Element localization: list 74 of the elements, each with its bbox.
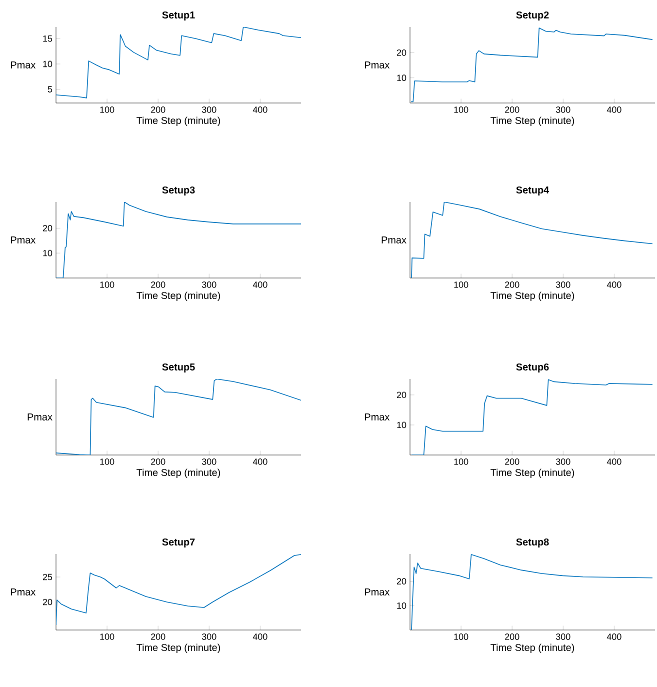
x-tick-label: 300 — [556, 106, 570, 113]
y-tick-label: 10 — [397, 422, 406, 428]
chart-title: Setup5 — [162, 363, 195, 372]
x-tick-label: 200 — [151, 634, 166, 640]
x-tick-label: 400 — [606, 458, 622, 465]
x-axis-title: Time Step (minute) — [136, 644, 220, 653]
y-tick-label: 10 — [43, 60, 52, 68]
line-series — [411, 379, 653, 455]
x-tick-label: 300 — [202, 458, 216, 465]
x-axis-title: Time Step (minute) — [136, 116, 220, 126]
y-axis-title: Pmax — [11, 236, 36, 244]
x-axis-title: Time Step (minute) — [136, 468, 220, 478]
line-series — [411, 554, 653, 630]
x-tick-label: 100 — [454, 634, 468, 640]
x-axis-title: Time Step (minute) — [490, 116, 574, 126]
y-tick-label: 20 — [396, 578, 406, 584]
y-tick-label: 5 — [48, 86, 52, 92]
x-tick-label: 300 — [202, 106, 216, 113]
x-tick-label: 100 — [454, 282, 468, 288]
y-tick-label: 25 — [42, 574, 52, 580]
x-tick-label: 200 — [505, 106, 520, 113]
chart-title: Setup8 — [516, 538, 549, 548]
chart-title: Setup7 — [162, 538, 195, 548]
line-series — [56, 554, 302, 626]
x-tick-label: 100 — [100, 634, 114, 640]
x-tick-label: 100 — [454, 106, 468, 113]
x-tick-label: 300 — [556, 458, 570, 465]
x-tick-label: 100 — [100, 106, 114, 113]
chart-title: Setup2 — [516, 11, 549, 20]
x-tick-label: 300 — [202, 282, 216, 288]
x-axis-title: Time Step (minute) — [490, 292, 574, 301]
y-tick-label: 20 — [396, 392, 406, 398]
y-tick-label: 20 — [42, 224, 52, 232]
x-axis-title: Time Step (minute) — [136, 292, 220, 301]
x-tick-label: 200 — [151, 458, 166, 465]
x-tick-label: 400 — [606, 634, 622, 640]
y-axis-title: Pmax — [365, 62, 390, 68]
y-axis-title: Pmax — [382, 236, 406, 244]
y-tick-label: 15 — [43, 36, 52, 42]
chart-title: Setup1 — [162, 11, 195, 20]
x-tick-label: 200 — [505, 458, 520, 465]
x-tick-label: 100 — [454, 458, 468, 465]
y-tick-label: 10 — [397, 74, 406, 82]
y-axis-title: Pmax — [11, 62, 36, 68]
x-tick-label: 200 — [505, 634, 520, 640]
y-axis-title: Pmax — [365, 588, 390, 596]
chart-title: Setup3 — [162, 186, 195, 196]
x-tick-label: 400 — [252, 282, 268, 288]
x-tick-label: 400 — [606, 106, 622, 113]
chart-title: Setup6 — [516, 363, 549, 372]
x-tick-label: 300 — [556, 282, 570, 288]
y-axis-title: Pmax — [28, 414, 52, 420]
x-tick-label: 300 — [202, 634, 216, 640]
x-tick-label: 400 — [252, 634, 268, 640]
x-tick-label: 400 — [252, 106, 268, 113]
chart-title: Setup4 — [516, 186, 550, 196]
x-tick-label: 200 — [151, 282, 166, 288]
x-tick-label: 400 — [606, 282, 622, 288]
x-tick-label: 100 — [100, 458, 114, 465]
line-series — [410, 28, 653, 102]
x-tick-label: 400 — [252, 458, 268, 465]
x-tick-label: 300 — [556, 634, 570, 640]
x-tick-label: 100 — [100, 282, 114, 288]
x-axis-title: Time Step (minute) — [490, 644, 574, 654]
x-tick-label: 200 — [151, 106, 166, 113]
x-axis-title: Time Step (minute) — [490, 468, 574, 478]
line-series — [56, 26, 302, 98]
y-tick-label: 10 — [397, 602, 406, 609]
y-tick-label: 20 — [42, 598, 52, 606]
y-tick-label: 20 — [396, 49, 406, 56]
y-axis-title: Pmax — [365, 414, 390, 420]
x-tick-label: 200 — [505, 282, 520, 288]
y-tick-label: 10 — [43, 250, 52, 256]
y-axis-title: Pmax — [11, 588, 36, 596]
